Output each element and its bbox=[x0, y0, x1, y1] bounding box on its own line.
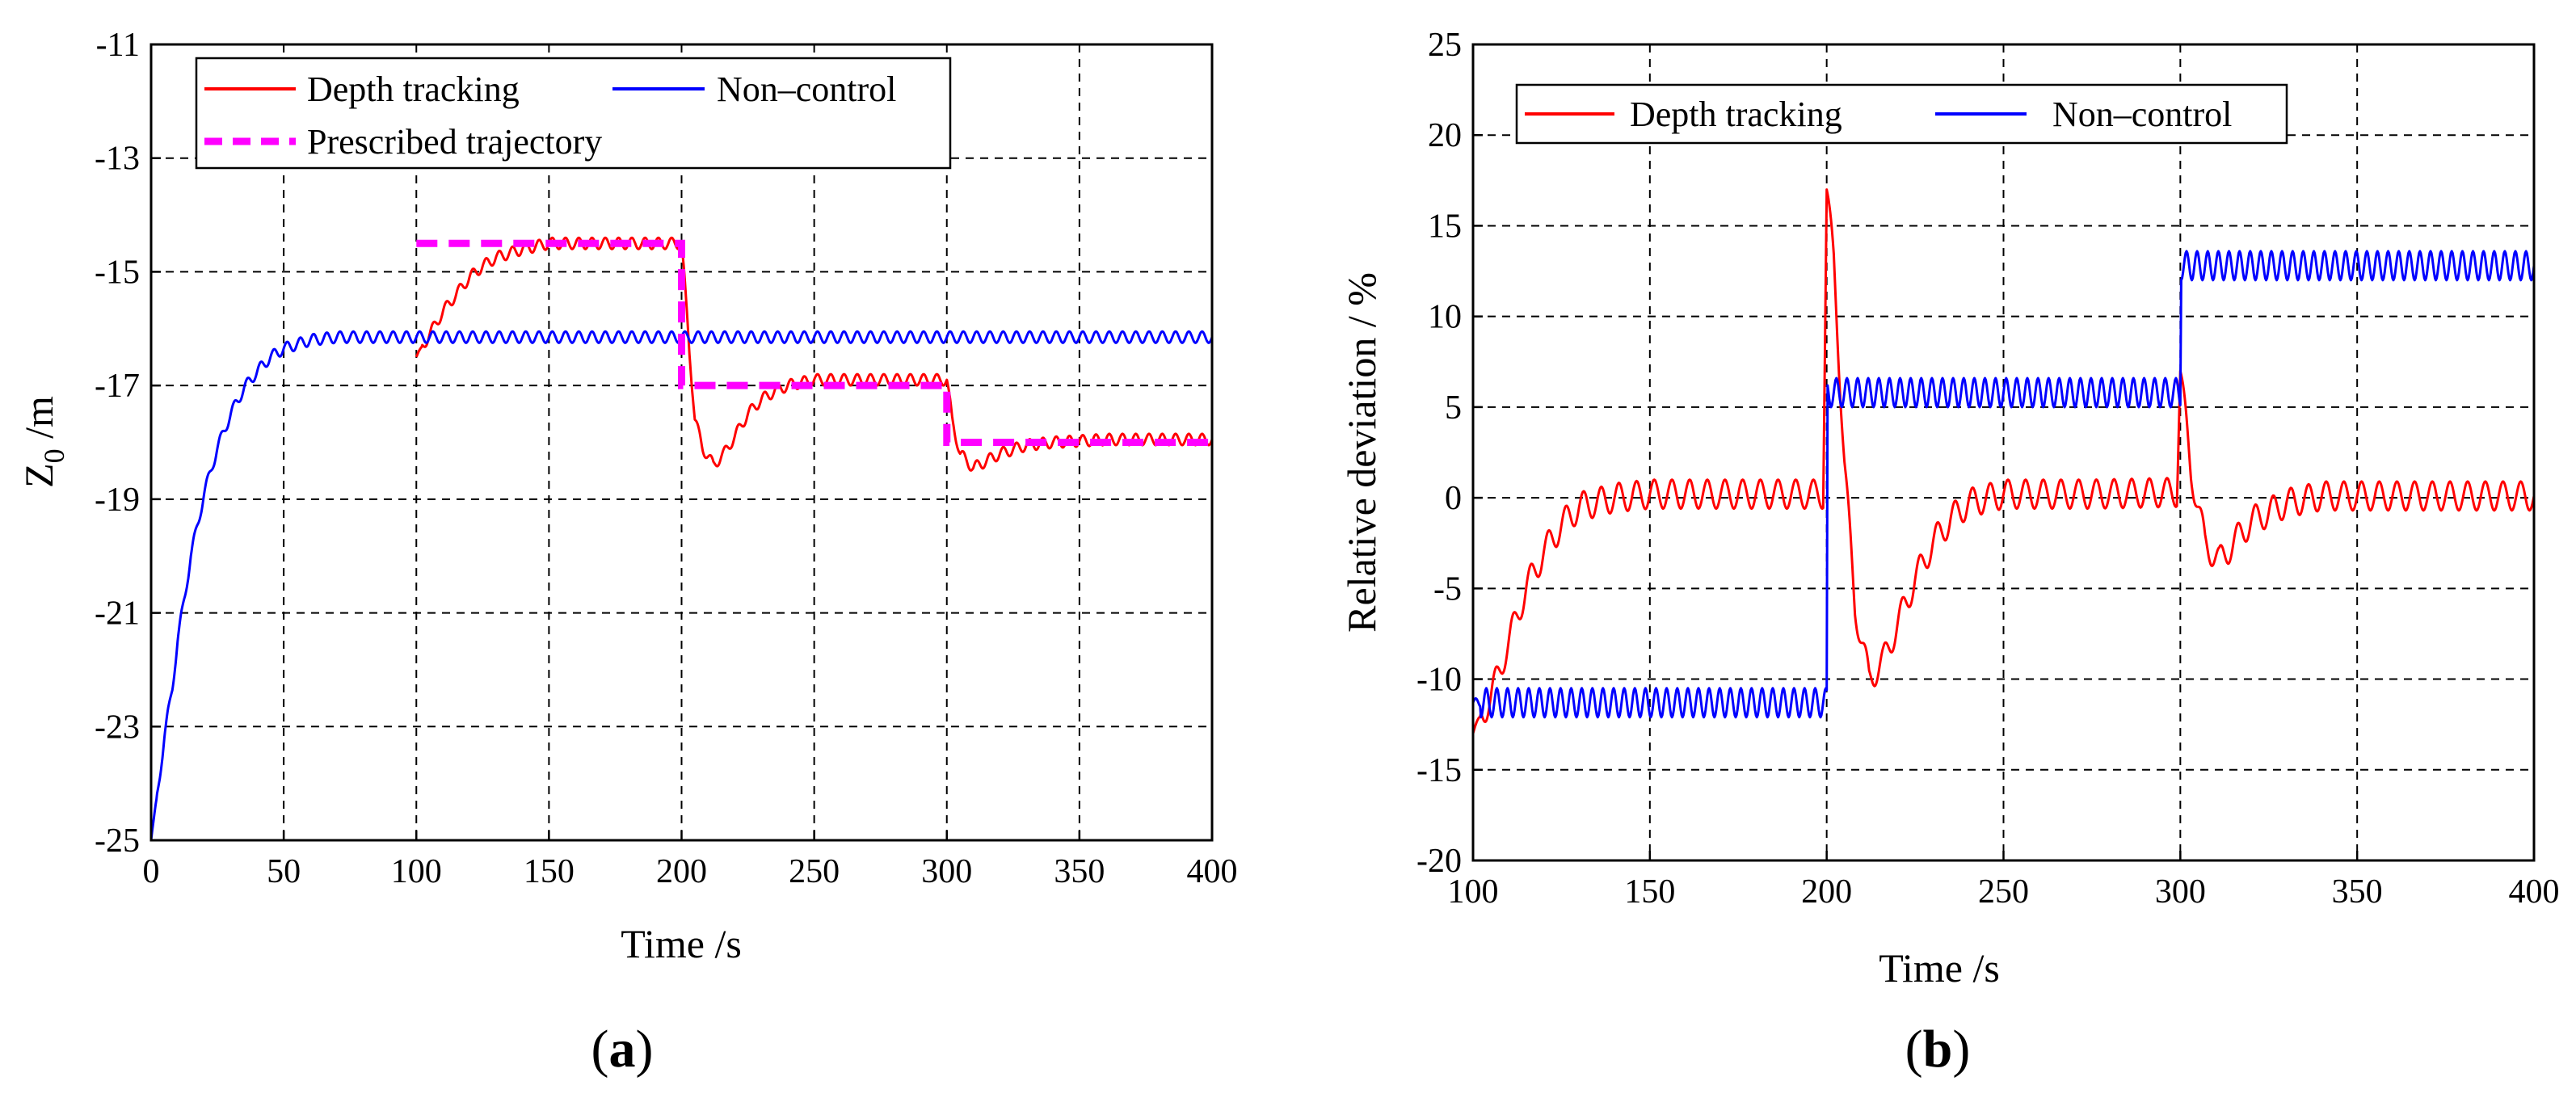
panel-b-chart: 100 150 200 250 300 350 400 -20 -15 -10 -5 0 5 10 15 20… bbox=[1339, 27, 2560, 1079]
panel-a-ytick-label: -25 bbox=[95, 822, 140, 860]
panel-a-xtick-label: 400 bbox=[1187, 853, 1238, 890]
panel-b-ytick-label: 15 bbox=[1428, 208, 1462, 245]
panel-a-ticks: 0 50 100 150 200 250 300 350 400 -25 -23 -21 -19 -17 -… bbox=[95, 27, 1238, 890]
panel-a-legend: Depth tracking Non–control Prescribed tr… bbox=[195, 57, 952, 170]
panel-b-legend: Depth tracking Non–control bbox=[1515, 83, 2288, 145]
panel-b-ytick-label: 20 bbox=[1428, 117, 1462, 154]
panel-a-ytick-label: -23 bbox=[95, 709, 140, 746]
panel-a-ytick-label: -21 bbox=[95, 595, 140, 633]
panel-b-series bbox=[1471, 188, 2536, 734]
panel-b-ylabel: Relative deviation / % bbox=[1339, 272, 1384, 633]
panel-a-ytick-label: -13 bbox=[95, 141, 140, 178]
panel-a-series bbox=[149, 236, 1214, 841]
panel-a-legend-prescribed: Prescribed trajectory bbox=[307, 122, 602, 162]
panel-b-xtick-label: 300 bbox=[2155, 873, 2206, 911]
panel-a-xtick-label: 0 bbox=[143, 853, 160, 890]
panel-b-ytick-label: 0 bbox=[1445, 480, 1462, 517]
panel-a-xlabel: Time /s bbox=[621, 921, 742, 966]
panel-a-ytick-label: -19 bbox=[95, 482, 140, 519]
panel-b-xtick-label: 200 bbox=[1801, 873, 1852, 911]
panel-b-legend-noncontrol: Non–control bbox=[2052, 95, 2232, 134]
panel-a-xtick-label: 300 bbox=[921, 853, 972, 890]
panel-a-xtick-label: 150 bbox=[524, 853, 575, 890]
panel-b-xtick-label: 250 bbox=[1978, 873, 2029, 911]
panel-a-ylabel-tail: /m bbox=[16, 396, 61, 448]
panel-a-ytick-label: -15 bbox=[95, 254, 140, 291]
panel-b-ytick-label: 25 bbox=[1428, 27, 1462, 64]
panel-b-xtick-label: 400 bbox=[2509, 873, 2560, 911]
panel-b-caption: (b) bbox=[1905, 1020, 1971, 1079]
panel-b-ytick-label: -5 bbox=[1433, 570, 1462, 608]
panel-b-xlabel: Time /s bbox=[1879, 945, 2000, 991]
panel-a-legend-noncontrol: Non–control bbox=[717, 69, 896, 109]
panel-b-ytick-label: -15 bbox=[1416, 752, 1462, 789]
panel-b-ytick-label: 5 bbox=[1445, 389, 1462, 427]
panel-a-xtick-label: 200 bbox=[656, 853, 707, 890]
panel-a-ylabel-main: Z bbox=[16, 463, 61, 488]
panel-a-ylabel-sub: 0 bbox=[38, 448, 70, 463]
panel-b-xtick-label: 100 bbox=[1448, 873, 1499, 911]
panel-b-ticks: 100 150 200 250 300 350 400 -20 -15 -10 -5 0 5 10 15 20… bbox=[1416, 27, 2560, 911]
panel-a-ylabel: Z0 /m bbox=[16, 396, 70, 488]
panel-a-xtick-label: 350 bbox=[1054, 853, 1105, 890]
panel-a-legend-box bbox=[195, 57, 952, 170]
panel-b-ytick-label: 10 bbox=[1428, 299, 1462, 336]
panel-a-chart: 0 50 100 150 200 250 300 350 400 -25 -23 -21 -19 -17 -… bbox=[16, 27, 1238, 1079]
panel-b-xtick-label: 150 bbox=[1624, 873, 1675, 911]
panel-b-legend-box bbox=[1515, 83, 2288, 145]
panel-a-xtick-label: 50 bbox=[267, 853, 301, 890]
panel-b-series-noncontrol bbox=[1471, 250, 2536, 719]
panel-b-legend-depth: Depth tracking bbox=[1630, 95, 1842, 134]
panel-b-series-depth bbox=[1471, 188, 2536, 734]
panel-b-ytick-label: -20 bbox=[1416, 843, 1462, 880]
panel-a-xtick-label: 250 bbox=[789, 853, 840, 890]
panel-a-xtick-label: 100 bbox=[391, 853, 442, 890]
panel-b-xtick-label: 350 bbox=[2332, 873, 2383, 911]
panel-b-ytick-label: -10 bbox=[1416, 662, 1462, 699]
panel-a-ytick-label: -17 bbox=[95, 368, 140, 405]
panel-a-caption: (a) bbox=[591, 1020, 654, 1079]
panel-a-legend-depth: Depth tracking bbox=[307, 69, 520, 109]
panel-a-ytick-label: -11 bbox=[96, 27, 140, 64]
